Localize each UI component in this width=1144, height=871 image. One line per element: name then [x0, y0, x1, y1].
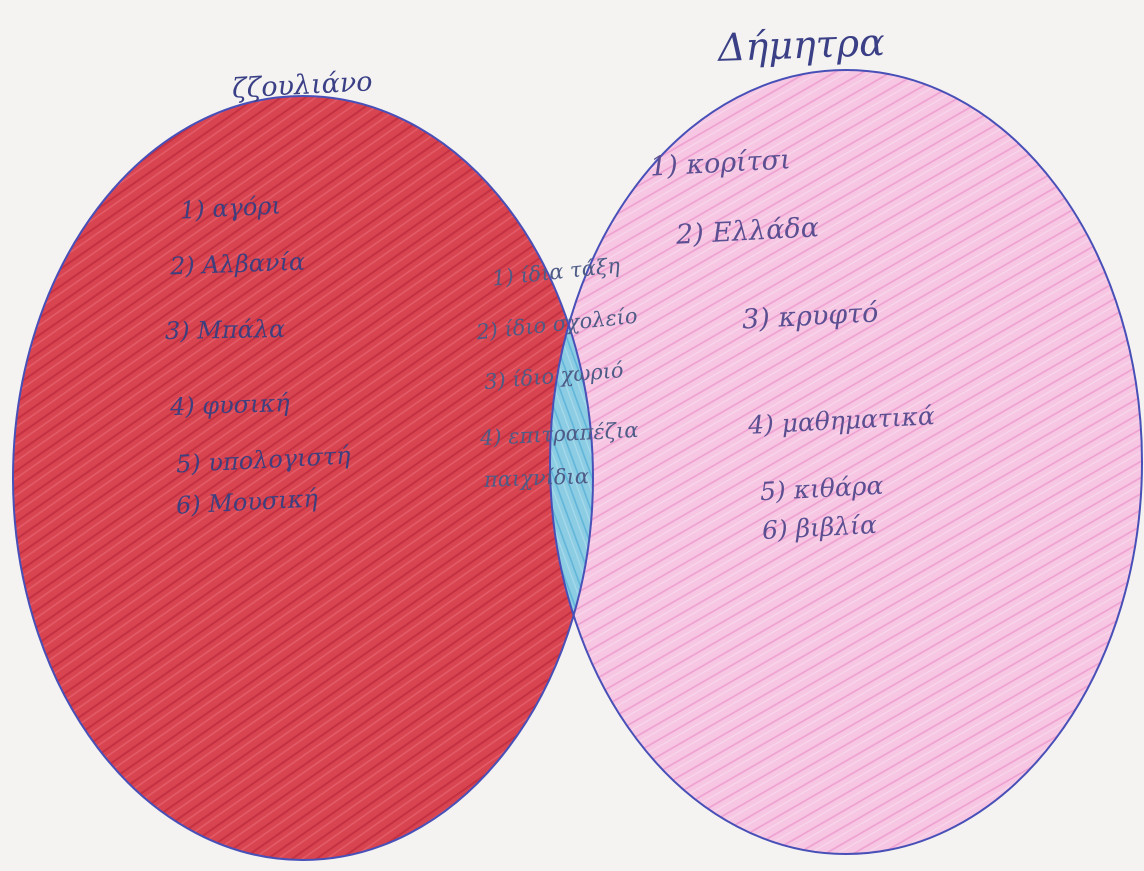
intersection-item-5: παιχνίδια	[483, 464, 590, 492]
left-item-1: 1) αγόρι	[179, 191, 282, 225]
right-set-outline	[549, 69, 1143, 855]
left-item-3: 3) Μπάλα	[164, 314, 286, 346]
left-set-title: ζζουλιάνο	[231, 66, 374, 105]
right-item-6: 6) βιβλία	[761, 510, 878, 545]
right-item-3: 3) κρυφτό	[741, 297, 880, 336]
left-set-outline	[12, 95, 594, 861]
right-item-2: 2) Ελλάδα	[675, 212, 820, 251]
left-set-circle	[13, 96, 593, 860]
right-item-5: 5) κιθάρα	[759, 470, 885, 507]
right-set-circle	[550, 70, 1142, 854]
left-item-4: 4) φυσική	[169, 388, 291, 422]
left-item-2: 2) Αλβανία	[169, 247, 306, 281]
right-item-1: 1) κορίτσι	[649, 144, 792, 183]
right-set-title: Δήμητρα	[717, 20, 886, 70]
left-item-6: 6) Μουσική	[175, 484, 319, 520]
